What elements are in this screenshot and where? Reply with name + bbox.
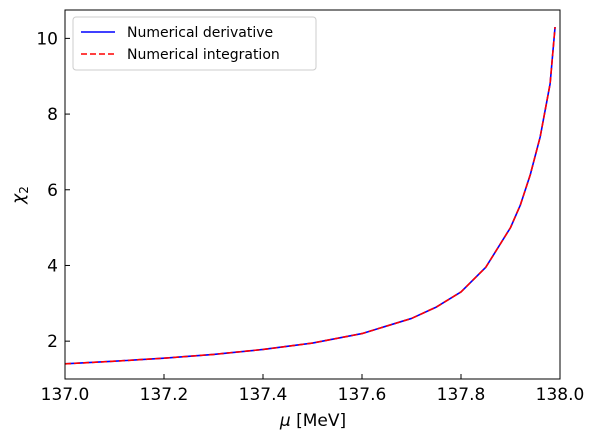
x-tick-label: 137.2 bbox=[140, 385, 189, 405]
plot-frame bbox=[64, 9, 561, 380]
x-tick-label: 138.0 bbox=[536, 385, 585, 405]
legend-label-numerical-integration: Numerical integration bbox=[127, 47, 280, 63]
legend-box bbox=[72, 16, 317, 71]
x-axis-unit: [MeV] bbox=[296, 411, 346, 431]
series-layer bbox=[64, 26, 556, 365]
legend-label-numerical-derivative: Numerical derivative bbox=[127, 25, 273, 41]
y-axis-subscript: 2 bbox=[17, 186, 31, 194]
x-axis-symbol: μ bbox=[279, 411, 291, 431]
x-tick-label: 137.4 bbox=[239, 385, 288, 405]
x-tick-label: 137.6 bbox=[338, 385, 387, 405]
x-tick-label: 137.0 bbox=[41, 385, 90, 405]
y-tick-label: 4 bbox=[47, 256, 58, 276]
y-tick-label: 8 bbox=[47, 105, 58, 125]
x-tick-label: 137.8 bbox=[437, 385, 486, 405]
x-axis-label: μ [MeV] bbox=[279, 411, 346, 431]
y-axis-label: χ2 bbox=[9, 186, 31, 205]
y-axis-symbol: χ bbox=[9, 193, 29, 205]
series-line-numerical-integration bbox=[64, 26, 556, 365]
ticks-layer: 137.0 137.2 137.4 137.6 137.8 138.0 2 4 6 8 10 bbox=[36, 29, 584, 405]
y-tick-label: 2 bbox=[47, 332, 58, 352]
y-tick-label: 10 bbox=[36, 29, 58, 49]
series-line-numerical-derivative bbox=[64, 26, 556, 365]
y-tick-label: 6 bbox=[47, 181, 58, 201]
legend: Numerical derivative Numerical integrati… bbox=[72, 16, 317, 71]
